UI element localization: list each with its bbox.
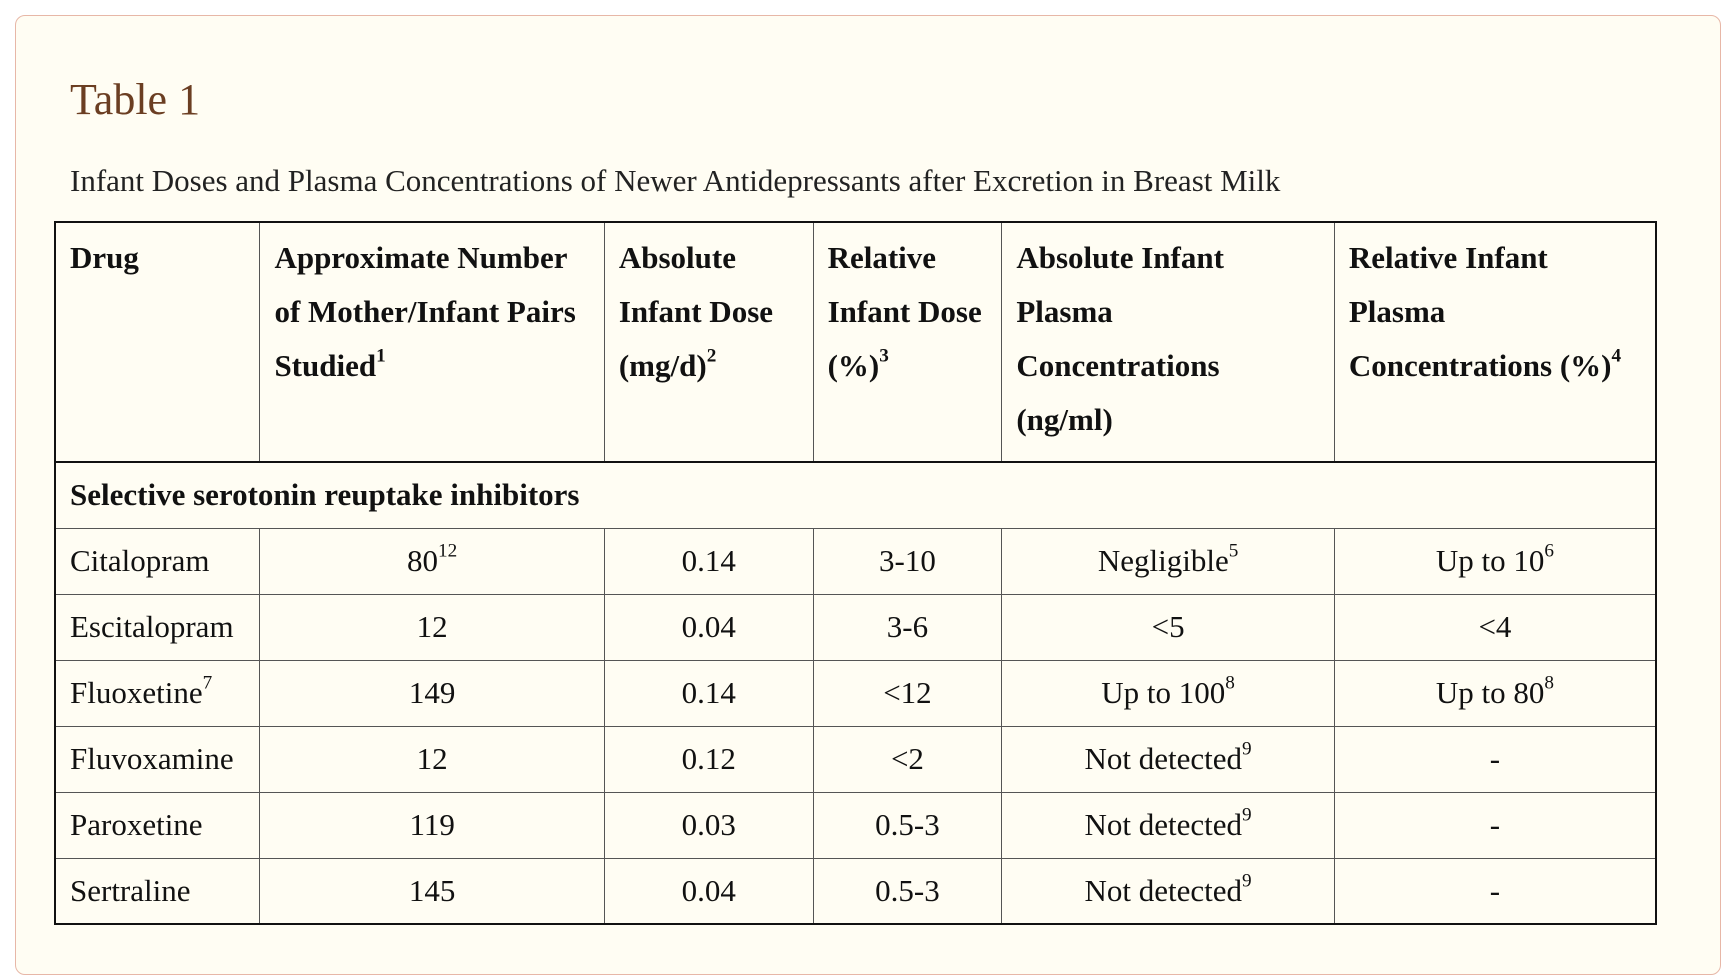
drug-cell: Fluoxetine7: [54, 659, 261, 727]
rel-plasma-cell: <4: [1333, 593, 1657, 661]
abs-plasma-cell: Not detected9: [1001, 857, 1335, 925]
rel-dose-cell: 3-6: [812, 593, 1003, 661]
table-row: Citalopram 8012 0.14 3-10 Negligible5 Up…: [54, 527, 1657, 595]
rel-dose-cell: <12: [812, 659, 1003, 727]
table-row: Fluoxetine7 149 0.14 <12 Up to 1008 Up t…: [54, 659, 1657, 727]
header-absolute-plasma: Absolute Infant Plasma Concentrations (n…: [1001, 221, 1335, 463]
table-row: Fluvoxamine 12 0.12 <2 Not detected9 -: [54, 725, 1657, 793]
header-absolute-infant-dose: Absolute Infant Dose (mg/d)2: [603, 221, 814, 463]
abs-plasma-cell: Negligible5: [1001, 527, 1335, 595]
table-caption: Infant Doses and Plasma Concentrations o…: [70, 163, 1281, 198]
header-drug: Drug: [54, 221, 261, 463]
pairs-cell: 12: [259, 593, 605, 661]
pairs-cell: 149: [259, 659, 605, 727]
group-label: Selective serotonin reuptake inhibitors: [54, 461, 1657, 529]
abs-dose-cell: 0.04: [603, 593, 814, 661]
rel-plasma-cell: Up to 808: [1333, 659, 1657, 727]
header-row: Drug Approximate Number of Mother/Infant…: [54, 221, 1657, 463]
rel-dose-cell: 0.5-3: [812, 791, 1003, 859]
abs-dose-cell: 0.14: [603, 659, 814, 727]
rel-plasma-cell: -: [1333, 791, 1657, 859]
table-row: Sertraline 145 0.04 0.5-3 Not detected9 …: [54, 857, 1657, 925]
pairs-cell: 145: [259, 857, 605, 925]
rel-dose-cell: <2: [812, 725, 1003, 793]
footnote-ref: 4: [1611, 345, 1622, 367]
table-row: Escitalopram 12 0.04 3-6 <5 <4: [54, 593, 1657, 661]
rel-plasma-cell: Up to 106: [1333, 527, 1657, 595]
table-row: Paroxetine 119 0.03 0.5-3 Not detected9 …: [54, 791, 1657, 859]
drug-cell: Fluvoxamine: [54, 725, 261, 793]
pairs-cell: 12: [259, 725, 605, 793]
abs-dose-cell: 0.14: [603, 527, 814, 595]
pairs-cell: 8012: [259, 527, 605, 595]
abs-dose-cell: 0.04: [603, 857, 814, 925]
drug-cell: Sertraline: [54, 857, 261, 925]
rel-dose-cell: 3-10: [812, 527, 1003, 595]
group-row-ssri: Selective serotonin reuptake inhibitors: [54, 461, 1657, 529]
rel-plasma-cell: -: [1333, 725, 1657, 793]
footnote-ref: 3: [879, 345, 889, 367]
abs-plasma-cell: <5: [1001, 593, 1335, 661]
rel-plasma-cell: -: [1333, 857, 1657, 925]
header-relative-infant-dose: Relative Infant Dose (%)3: [812, 221, 1003, 463]
rel-dose-cell: 0.5-3: [812, 857, 1003, 925]
table-title: Table 1: [70, 75, 201, 124]
abs-plasma-cell: Not detected9: [1001, 725, 1335, 793]
pairs-cell: 119: [259, 791, 605, 859]
drug-cell: Escitalopram: [54, 593, 261, 661]
antidepressant-table: Drug Approximate Number of Mother/Infant…: [54, 221, 1657, 925]
abs-plasma-cell: Up to 1008: [1001, 659, 1335, 727]
abs-dose-cell: 0.12: [603, 725, 814, 793]
footnote-ref: 1: [376, 345, 386, 367]
abs-plasma-cell: Not detected9: [1001, 791, 1335, 859]
header-relative-plasma: Relative Infant Plasma Concentrations (%…: [1333, 221, 1657, 463]
footnote-ref: 2: [706, 345, 717, 367]
header-pairs-studied: Approximate Number of Mother/Infant Pair…: [259, 221, 605, 463]
drug-cell: Citalopram: [54, 527, 261, 595]
drug-cell: Paroxetine: [54, 791, 261, 859]
abs-dose-cell: 0.03: [603, 791, 814, 859]
